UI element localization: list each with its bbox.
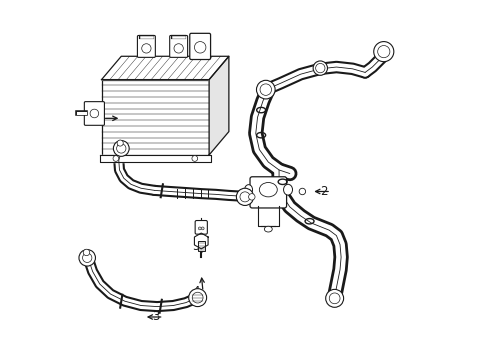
FancyBboxPatch shape: [190, 33, 211, 59]
Ellipse shape: [299, 188, 306, 195]
Ellipse shape: [326, 289, 343, 307]
Ellipse shape: [240, 192, 250, 202]
FancyBboxPatch shape: [197, 240, 205, 251]
Ellipse shape: [82, 253, 92, 262]
Ellipse shape: [259, 183, 277, 197]
Ellipse shape: [284, 184, 293, 195]
Ellipse shape: [260, 84, 271, 95]
Ellipse shape: [79, 249, 96, 266]
Circle shape: [195, 41, 206, 53]
Ellipse shape: [316, 63, 325, 73]
FancyBboxPatch shape: [84, 102, 104, 125]
Polygon shape: [100, 155, 211, 162]
Polygon shape: [101, 56, 229, 80]
Circle shape: [192, 156, 197, 161]
Ellipse shape: [236, 188, 254, 206]
Ellipse shape: [329, 293, 340, 304]
Ellipse shape: [117, 144, 126, 153]
Ellipse shape: [248, 194, 255, 200]
Ellipse shape: [189, 289, 207, 307]
Circle shape: [201, 227, 204, 230]
FancyBboxPatch shape: [170, 36, 188, 57]
Ellipse shape: [83, 249, 90, 256]
Ellipse shape: [313, 61, 327, 75]
Circle shape: [90, 109, 98, 118]
Ellipse shape: [256, 80, 275, 99]
Polygon shape: [195, 233, 208, 249]
Text: 4: 4: [192, 285, 199, 298]
FancyBboxPatch shape: [250, 177, 287, 208]
Circle shape: [198, 227, 201, 230]
Circle shape: [113, 156, 119, 161]
Text: 2: 2: [320, 185, 327, 198]
Text: 5: 5: [192, 240, 199, 253]
FancyBboxPatch shape: [137, 36, 155, 57]
Ellipse shape: [245, 185, 252, 195]
Text: 3: 3: [152, 310, 160, 324]
Ellipse shape: [265, 226, 272, 232]
Polygon shape: [209, 56, 229, 155]
FancyBboxPatch shape: [195, 221, 207, 234]
Bar: [101, 80, 209, 155]
Text: 1: 1: [92, 112, 99, 125]
Ellipse shape: [113, 140, 129, 156]
Ellipse shape: [192, 292, 203, 303]
Ellipse shape: [374, 41, 394, 62]
Circle shape: [142, 44, 151, 53]
Ellipse shape: [117, 140, 123, 146]
Ellipse shape: [378, 45, 390, 58]
Circle shape: [174, 44, 183, 53]
